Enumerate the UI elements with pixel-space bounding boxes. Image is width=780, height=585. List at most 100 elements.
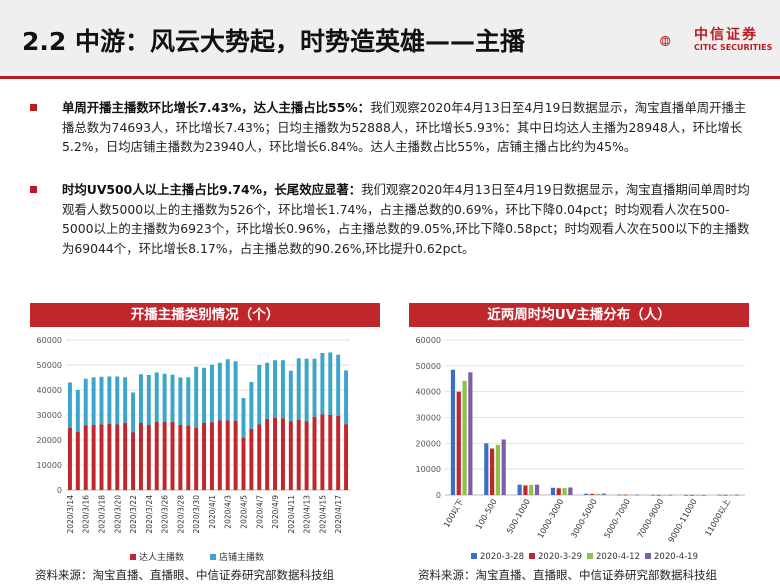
logo-subtext: CITIC SECURITIES (694, 43, 773, 52)
bar-segment (249, 382, 254, 429)
bar (529, 484, 534, 495)
bar (601, 493, 606, 495)
bar-segment (312, 358, 317, 417)
y-tick-label: 30000 (416, 414, 441, 423)
bar-segment (99, 424, 104, 490)
legend-swatch (130, 554, 136, 560)
bar (668, 494, 673, 496)
bar-segment (288, 370, 293, 422)
bar-segment (209, 364, 214, 423)
x-tick-label: 2020/4/1 (208, 495, 217, 529)
x-tick-label: 100以下 (442, 498, 465, 530)
bar-segment (194, 428, 199, 490)
bar (734, 494, 740, 496)
bar (456, 391, 461, 495)
bar (450, 369, 456, 495)
bar-segment (265, 418, 270, 490)
bar-segment (131, 392, 136, 433)
x-tick-label: 2020/4/17 (334, 495, 343, 534)
bar-segment (123, 377, 128, 423)
bar (690, 494, 695, 496)
bar-segment (336, 354, 341, 416)
x-tick-label: 3000-5000 (569, 498, 599, 540)
bar (550, 487, 556, 495)
bar-segment (257, 424, 262, 490)
bar (629, 494, 634, 496)
bar-segment (233, 420, 238, 490)
bar-segment (178, 425, 183, 490)
x-tick-label: 2020/4/13 (303, 495, 312, 534)
logo-text: 中信证券 (694, 27, 758, 43)
x-tick-label: 2020/4/7 (255, 495, 264, 529)
bar (656, 494, 661, 496)
bar-segment (225, 359, 230, 421)
bar-segment (328, 352, 333, 415)
legend-swatch (587, 553, 593, 559)
x-tick-label: 100-500 (474, 498, 499, 531)
bar (695, 494, 700, 496)
bar-segment (249, 428, 254, 490)
page-title: 2.2 中游：风云大势起，时势造英雄——主播 (22, 27, 525, 56)
bar-segment (265, 362, 270, 419)
bar (462, 380, 467, 495)
y-tick-label: 20000 (416, 439, 441, 448)
x-tick-label: 2020/3/22 (129, 495, 138, 534)
bar-segment (273, 360, 278, 418)
bar-segment (115, 424, 120, 490)
right-chart-title: 近两周时均UV主播分布（人） (409, 303, 749, 327)
x-tick-label: 2020/3/16 (82, 495, 91, 534)
bar (617, 494, 622, 496)
x-tick-label: 2020/3/28 (176, 495, 185, 534)
x-tick-label: 2020/3/20 (113, 495, 122, 534)
bullet-1-text: 我们观察2020年4月13日至4月19日数据显示，淘宝直播单周开播主播总数为74… (62, 100, 747, 154)
bar-segment (67, 428, 72, 490)
x-tick-label: 5000-7000 (602, 498, 632, 540)
x-tick-label: 2020/3/26 (161, 495, 170, 534)
bar-segment (344, 370, 349, 425)
bar-segment (296, 358, 301, 420)
bar (717, 494, 722, 496)
y-tick-label: 10000 (37, 461, 62, 470)
bar (568, 487, 573, 495)
bar (517, 484, 522, 495)
y-tick-label: 60000 (416, 336, 441, 345)
right-grouped-bar-chart: 0 10000 20000 30000 40000 50000 60000 100以下 100-… (416, 336, 745, 562)
bar (490, 448, 495, 495)
bar-segment (83, 425, 88, 490)
bar-segment (162, 373, 167, 422)
bar (523, 485, 528, 495)
y-tick-label: 10000 (416, 465, 441, 474)
bar-segment (217, 362, 222, 421)
x-tick-label: 2020/3/24 (145, 495, 154, 534)
y-tick-label: 40000 (416, 388, 441, 397)
bar (534, 484, 540, 495)
right-source-note: 资料来源：淘宝直播、直播眼、中信证券研究部数据科技组 (418, 568, 717, 582)
x-tick-label: 7000-9000 (636, 498, 666, 540)
bar-segment (280, 418, 285, 490)
y-tick-label: 60000 (37, 336, 62, 345)
bullet-square-icon (30, 186, 37, 193)
bar (590, 493, 595, 495)
x-tick-label: 2020/3/14 (66, 495, 75, 534)
bar-segment (328, 414, 333, 490)
bar-segment (107, 376, 112, 424)
y-tick-label: 50000 (416, 362, 441, 371)
bar-segment (91, 377, 96, 425)
bar-segment (170, 374, 175, 422)
bar-segment (336, 415, 341, 490)
bar-segment (154, 422, 159, 490)
bar-segment (202, 367, 207, 423)
bar-segment (257, 365, 262, 425)
bar-segment (344, 424, 349, 490)
bar (623, 494, 628, 496)
header-bar (0, 0, 780, 76)
y-tick-label: 0 (436, 491, 441, 500)
legend-label: 2020-4-12 (596, 552, 640, 562)
bar-segment (178, 377, 183, 425)
bar (662, 494, 667, 496)
bullet-2-heading: 时均UV500人以上主播占比9.74%，长尾效应显著： (62, 182, 362, 197)
bar-segment (115, 376, 120, 425)
x-tick-label: 2020/3/18 (98, 495, 107, 534)
bar-segment (162, 422, 167, 490)
legend-swatch (471, 553, 477, 559)
